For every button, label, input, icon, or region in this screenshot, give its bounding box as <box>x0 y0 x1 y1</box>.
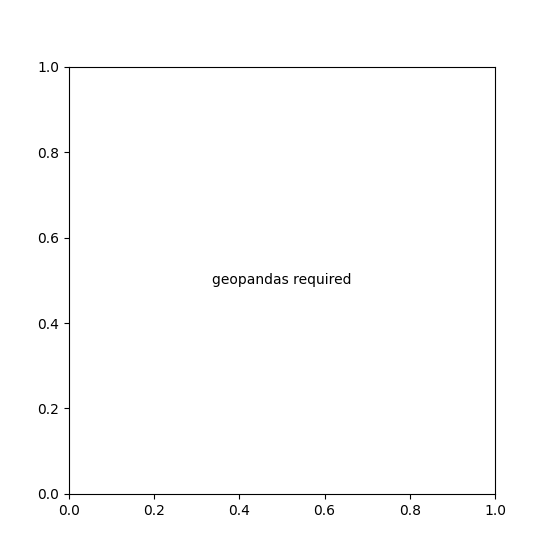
Text: geopandas required: geopandas required <box>212 273 351 287</box>
